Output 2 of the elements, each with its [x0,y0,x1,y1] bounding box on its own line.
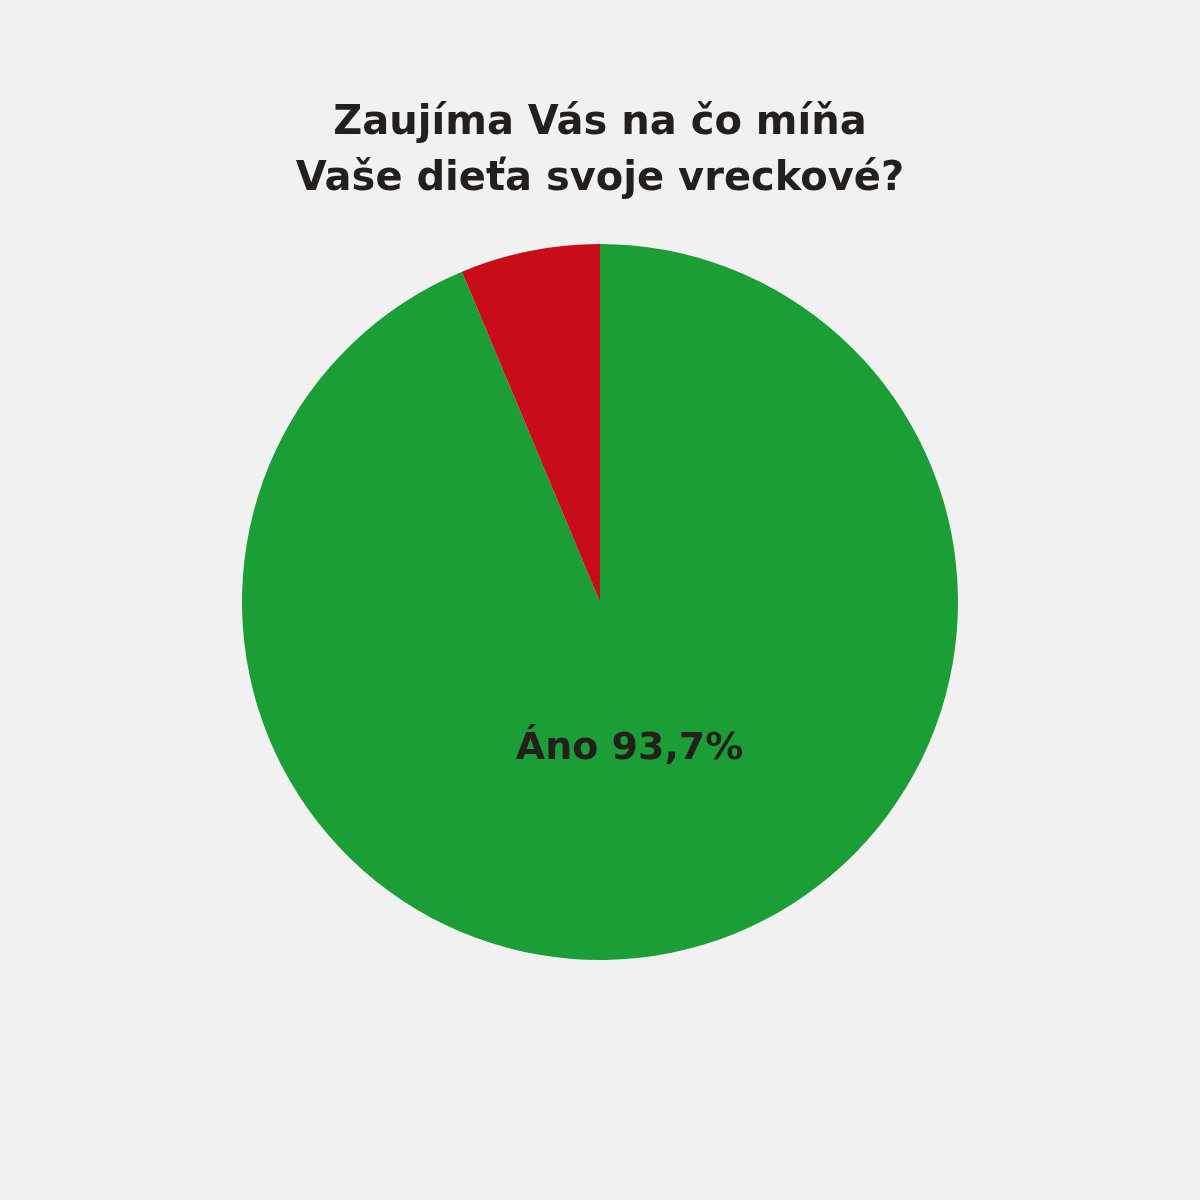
chart-title: Zaujíma Vás na čo míňa Vaše dieťa svoje vreckové? [294,96,906,201]
slice-label: Áno 93,7% [515,724,744,769]
